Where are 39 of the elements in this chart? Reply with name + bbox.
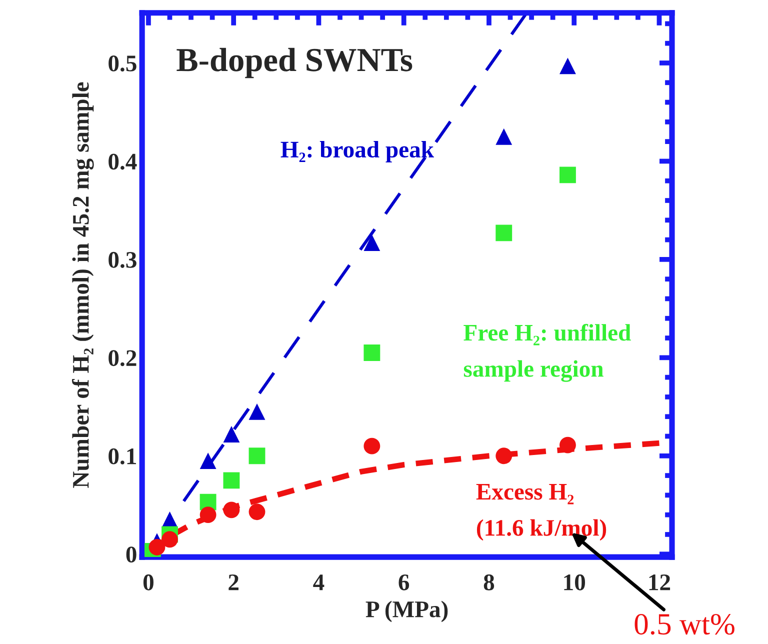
point	[248, 403, 266, 420]
point	[560, 58, 576, 74]
text: B-doped SWNTs	[176, 48, 412, 78]
x-tick-label: 10	[564, 574, 586, 590]
x-tick-label: 0	[143, 574, 154, 590]
x-tick-label: 6	[398, 574, 410, 590]
point	[223, 502, 240, 518]
x-tick-label: 4	[313, 574, 324, 590]
point	[200, 506, 216, 524]
y-axis-title: Number of H₂ (mmol) in 45.2 mg sample	[72, 82, 94, 488]
point	[364, 234, 380, 251]
point	[364, 344, 380, 361]
point	[560, 166, 576, 184]
point	[223, 426, 240, 442]
x-tick-label: 2	[228, 574, 238, 590]
point	[560, 436, 576, 454]
x-tick-label: 8	[484, 574, 494, 590]
annotation: Excess H₂ (11.6 kJ/mol)	[476, 484, 606, 541]
y-tick-label: 0.4	[108, 154, 137, 170]
y-tick-label: 0	[126, 546, 136, 563]
point	[496, 448, 512, 464]
y-tick-label: 0.3	[108, 252, 136, 268]
point	[148, 539, 166, 556]
point	[248, 504, 266, 520]
point	[496, 224, 512, 242]
y-tick-label: 0.2	[108, 350, 136, 366]
point	[200, 452, 216, 470]
annotation: H₂: broad peak	[280, 140, 434, 162]
y-tick-label: 0.5	[108, 55, 136, 72]
annotation: Free H₂: unfilled sample region	[464, 324, 631, 382]
point	[248, 448, 266, 464]
y-tick-label: 0.1	[108, 448, 136, 464]
x-tick-label: 12	[649, 574, 670, 590]
point	[223, 472, 240, 489]
text: 0.5 wt%	[634, 614, 734, 635]
point	[162, 531, 178, 548]
x-axis-title: P (MPa)	[366, 600, 448, 622]
point	[364, 438, 380, 454]
point	[496, 128, 512, 145]
